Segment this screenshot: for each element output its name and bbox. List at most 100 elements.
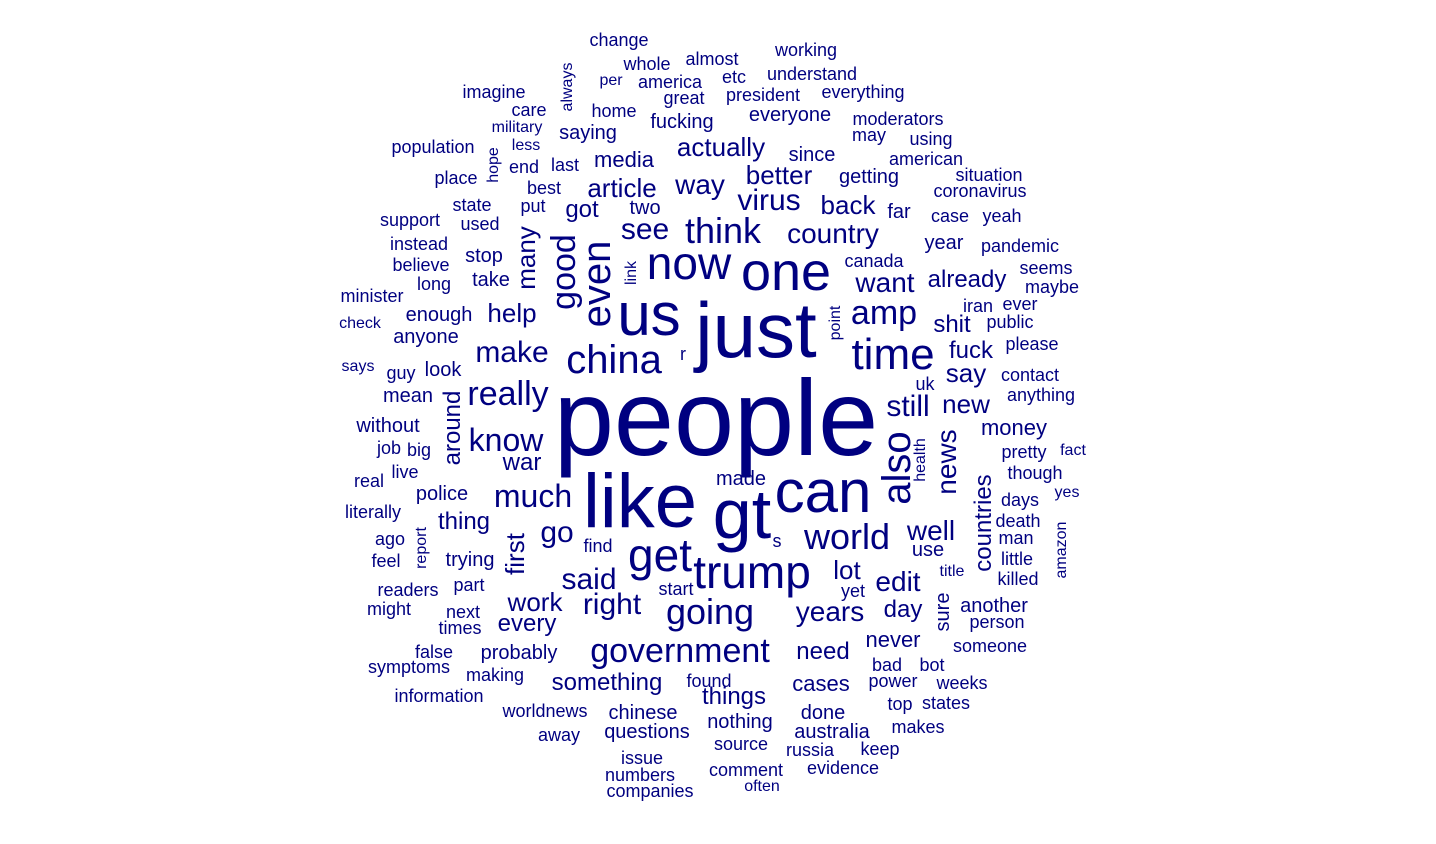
word-pandemic: pandemic — [980, 236, 1060, 256]
word-iran: iran — [962, 296, 994, 316]
word-care: care — [511, 100, 547, 120]
word-china: china — [566, 338, 662, 382]
word-title: title — [939, 563, 965, 580]
word-good: good — [545, 234, 583, 310]
word-made: made — [715, 468, 767, 490]
word-worldnews: worldnews — [502, 701, 588, 721]
word-day: day — [883, 596, 923, 623]
word-chinese: chinese — [608, 702, 678, 724]
word-hope: hope — [485, 147, 502, 183]
word-article: article — [587, 173, 657, 203]
word-take: take — [472, 269, 510, 291]
word-evidence: evidence — [806, 758, 880, 778]
word-imagine: imagine — [462, 82, 526, 102]
word-fucking: fucking — [650, 111, 714, 133]
word-feel: feel — [371, 551, 401, 571]
word-questions: questions — [604, 721, 690, 743]
word-seems: seems — [1019, 258, 1073, 278]
word-american: american — [888, 149, 964, 169]
word-yet: yet — [840, 581, 866, 601]
word-back: back — [820, 190, 876, 220]
word-someone: someone — [952, 636, 1028, 656]
word-well: well — [906, 515, 956, 546]
word-getting: getting — [838, 166, 900, 188]
word-used: used — [460, 214, 500, 234]
word-everything: everything — [821, 82, 905, 102]
word-better: better — [745, 160, 813, 190]
word-start: start — [658, 579, 694, 599]
word-put: put — [520, 196, 546, 216]
word-fuck: fuck — [948, 337, 994, 364]
word-r: r — [680, 344, 686, 364]
word-look: look — [424, 359, 462, 381]
word-get: get — [628, 529, 692, 581]
word-check: check — [339, 315, 381, 332]
word-probably: probably — [480, 642, 558, 664]
word-work: work — [507, 587, 563, 617]
word-situation: situation — [955, 165, 1023, 185]
word-comment: comment — [708, 760, 784, 780]
word-use: use — [911, 539, 945, 561]
word-best: best — [526, 178, 562, 198]
word-time: time — [851, 330, 935, 379]
word-government: government — [590, 632, 770, 670]
word-s: s — [772, 531, 782, 551]
word-saying: saying — [559, 122, 617, 144]
word-public: public — [986, 312, 1034, 332]
word-often: often — [744, 778, 780, 795]
word-everyone: everyone — [748, 104, 832, 126]
word-years: years — [795, 596, 865, 627]
word-less: less — [511, 137, 541, 154]
word-nothing: nothing — [707, 711, 773, 733]
word-ago: ago — [374, 529, 406, 549]
word-much: much — [493, 478, 573, 514]
word-maybe: maybe — [1024, 277, 1080, 297]
word-since: since — [788, 144, 836, 166]
word-little: little — [1000, 549, 1034, 569]
word-new: new — [942, 389, 990, 419]
word-year: year — [924, 232, 964, 254]
word-etc: etc — [721, 67, 747, 87]
word-literally: literally — [344, 502, 402, 522]
word-whole: whole — [623, 54, 671, 74]
word-might: might — [366, 599, 412, 619]
word-state: state — [452, 195, 492, 215]
word-make: make — [475, 336, 549, 369]
word-mean: mean — [382, 385, 434, 407]
word-pretty: pretty — [1001, 442, 1047, 462]
word-war: war — [502, 449, 542, 476]
word-can: can — [774, 458, 872, 525]
word-instead: instead — [389, 234, 449, 254]
word-guy: guy — [386, 363, 416, 383]
word-yeah: yeah — [982, 206, 1022, 226]
word-say: say — [945, 358, 987, 388]
word-minister: minister — [340, 286, 404, 306]
word-right: right — [582, 588, 642, 621]
word-place: place — [434, 168, 478, 188]
word-found: found — [686, 671, 732, 691]
word-top: top — [887, 694, 913, 714]
word-money: money — [980, 415, 1048, 440]
word-using: using — [909, 129, 953, 149]
word-false: false — [414, 642, 454, 662]
word-really: really — [467, 375, 549, 413]
word-edit: edit — [875, 566, 921, 597]
word-way: way — [675, 169, 725, 200]
word-amazon: amazon — [1053, 521, 1070, 579]
word-one: one — [740, 242, 832, 302]
word-yes: yes — [1054, 484, 1080, 501]
word-man: man — [998, 528, 1034, 548]
word-support: support — [379, 210, 441, 230]
word-now: now — [646, 237, 732, 289]
word-last: last — [550, 155, 580, 175]
word-health: health — [912, 438, 929, 482]
word-first: first — [500, 533, 530, 575]
word-know: know — [468, 422, 544, 458]
word-days: days — [1000, 490, 1040, 510]
word-amp: amp — [850, 294, 918, 332]
word-far: far — [887, 201, 911, 223]
word-countries: countries — [970, 474, 997, 572]
word-news: news — [931, 429, 962, 495]
word-end: end — [508, 157, 540, 177]
